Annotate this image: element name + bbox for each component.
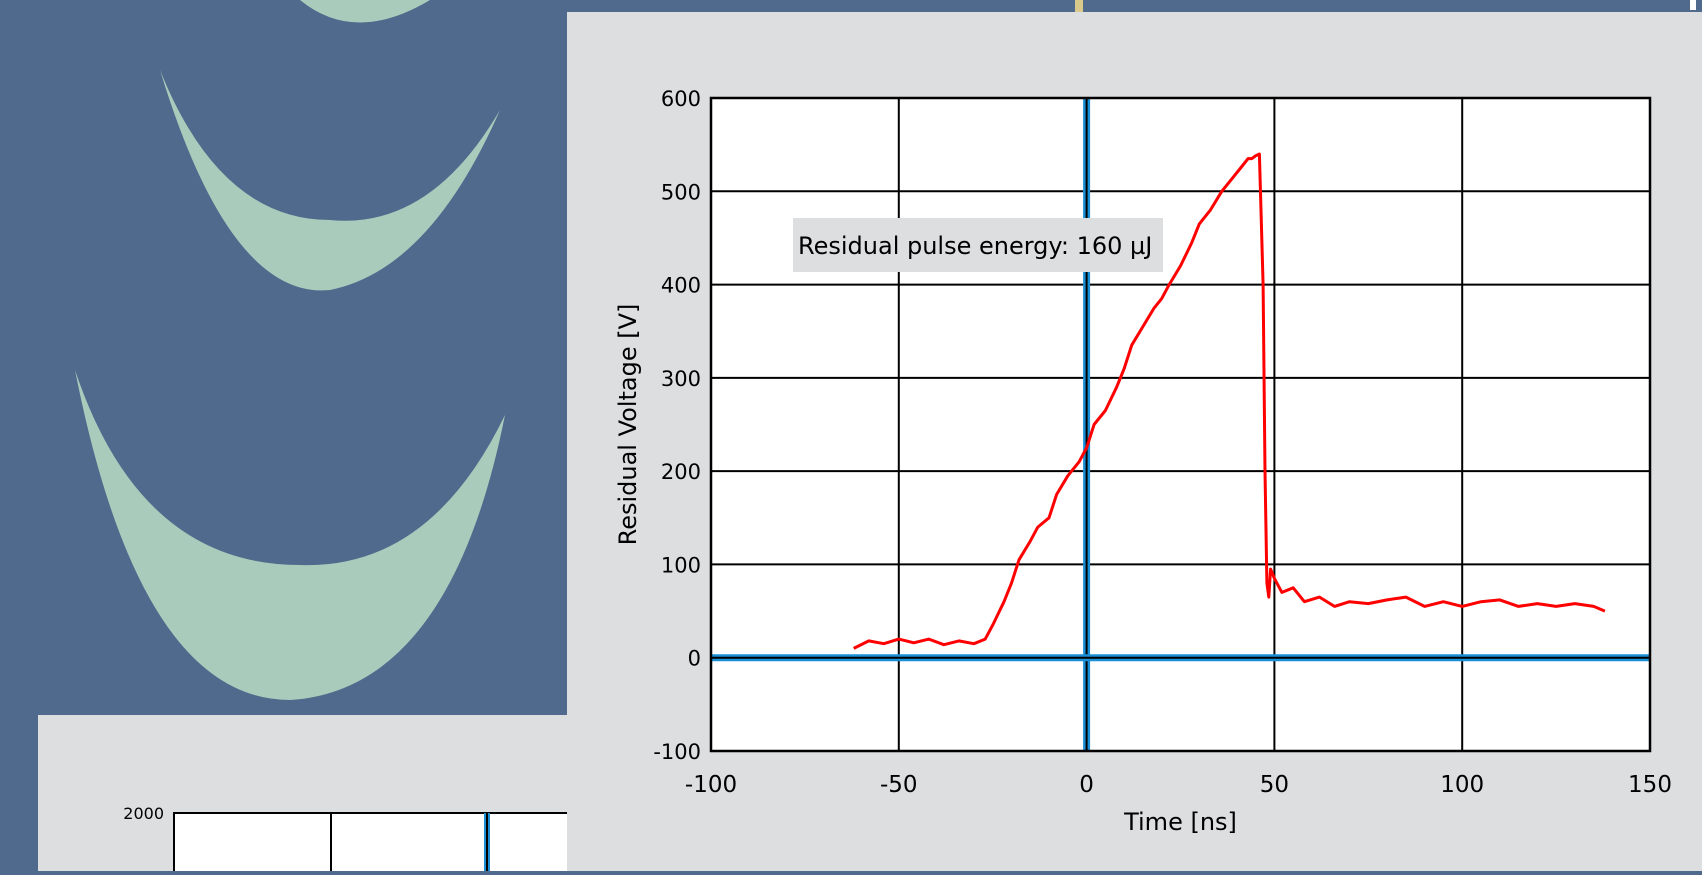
x-tick-label: 100 (1440, 772, 1484, 798)
y-axis-label: Residual Voltage [V] (614, 304, 642, 546)
y-tick-label: 200 (661, 460, 701, 484)
y-tick-label: 0 (688, 647, 701, 671)
x-tick-label: 150 (1628, 772, 1672, 798)
series-line-residual-voltage (853, 152, 1606, 650)
y-tick-label: 600 (661, 87, 701, 111)
crescent-shape-middle (160, 70, 500, 291)
secondary-chart: 2000 (123, 804, 567, 871)
secondary-chart-panel: 2000 (38, 715, 567, 871)
main-chart: -100 -50 0 50 100 150 -100 0 100 200 300 400 500 600 T… (614, 87, 1672, 836)
annotation-box (793, 218, 1163, 272)
x-tick-label: -100 (685, 772, 737, 798)
crescent-shape-top (300, 0, 430, 23)
plot-area (711, 98, 1650, 751)
y-tick-label: -100 (653, 740, 701, 764)
y-tick-label: 2000 (123, 804, 164, 823)
logo-fragment (1075, 0, 1083, 12)
x-tick-label: 50 (1260, 772, 1289, 798)
plot-frame (709, 96, 1652, 753)
x-axis-label: Time [ns] (1123, 808, 1237, 836)
y-tick-label: 500 (661, 180, 701, 204)
x-tick-label: 0 (1079, 772, 1094, 798)
y-tick-label: 100 (661, 553, 701, 577)
crescent-shape-bottom (75, 370, 505, 700)
main-chart-panel: -100 -50 0 50 100 150 -100 0 100 200 300 400 500 600 T… (567, 12, 1702, 871)
y-tick-label: 300 (661, 367, 701, 391)
y-tick-label: 400 (661, 274, 701, 298)
annotation-text: Residual pulse energy: 160 µJ (798, 232, 1152, 260)
x-tick-label: -50 (880, 772, 918, 798)
logo-fragment-2 (1690, 0, 1696, 10)
